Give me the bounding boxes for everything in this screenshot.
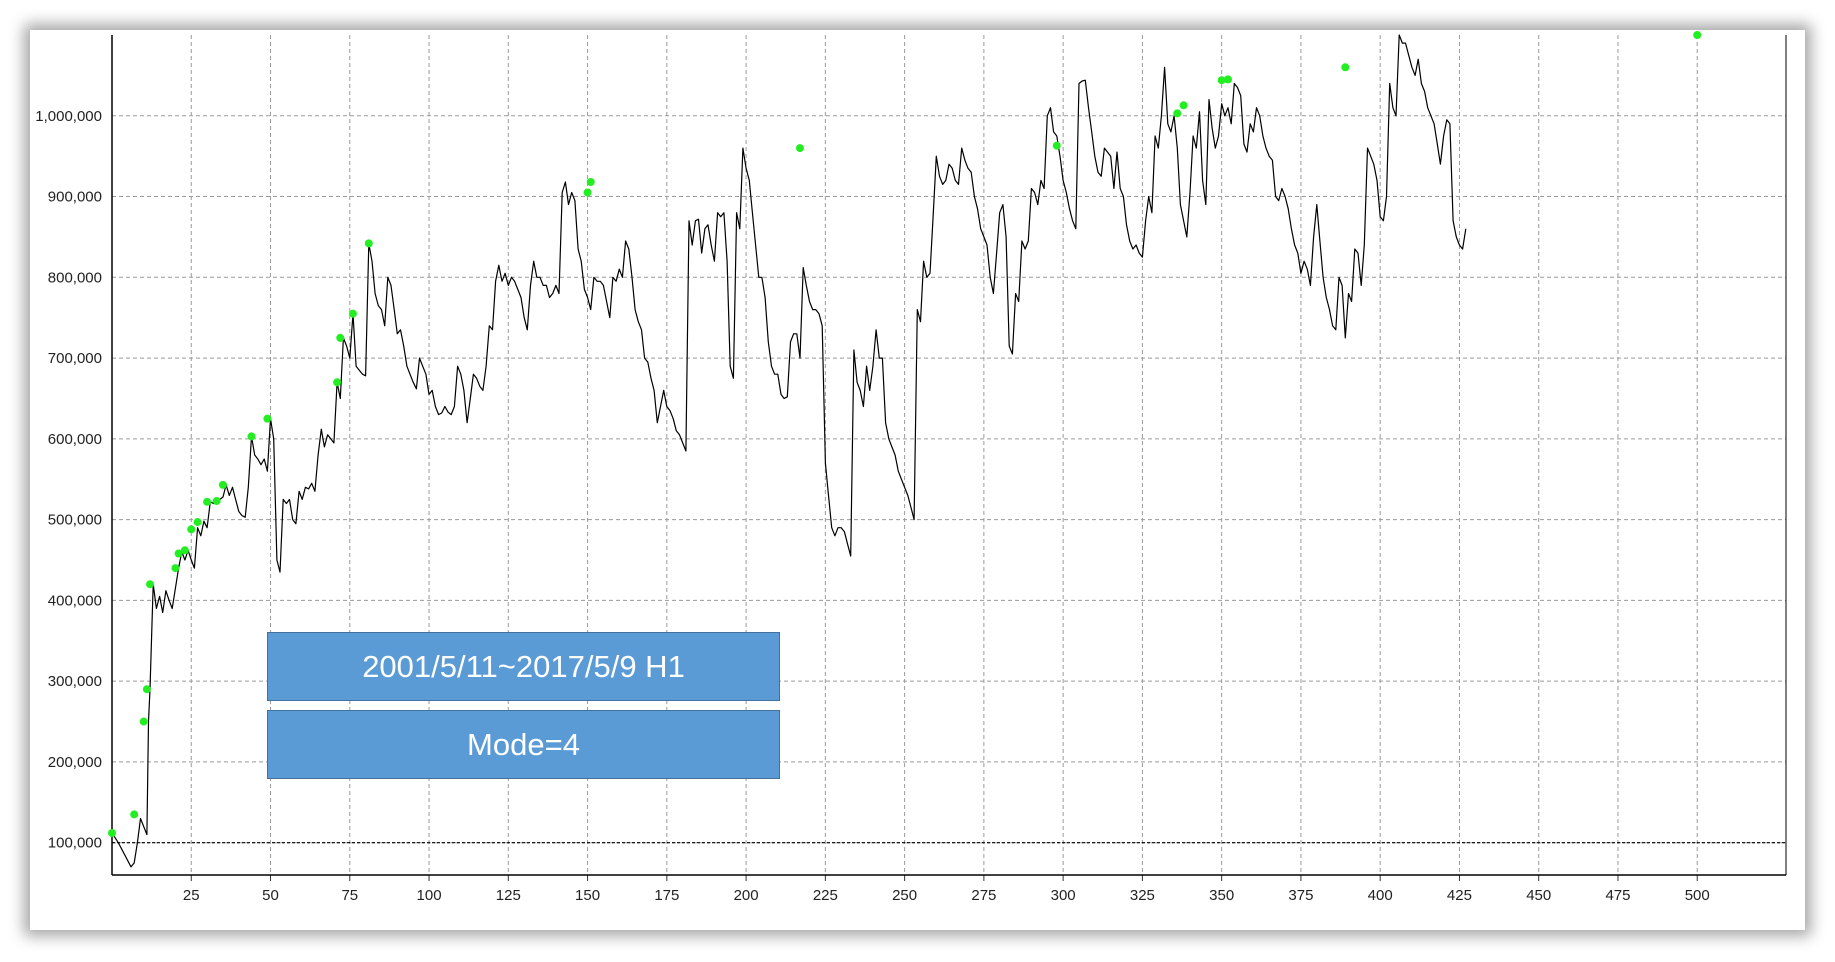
y-tick-label: 100,000 <box>48 835 102 852</box>
highlight-point <box>1173 109 1182 118</box>
highlight-point <box>130 810 139 819</box>
highlight-point <box>348 309 357 318</box>
x-tick-label: 275 <box>971 887 996 904</box>
highlight-markers <box>108 31 1702 837</box>
y-tick-label: 500,000 <box>48 512 102 529</box>
x-tick-label: 375 <box>1288 887 1313 904</box>
x-tick-label: 475 <box>1605 887 1630 904</box>
highlight-point <box>171 564 180 573</box>
highlight-point <box>146 580 155 589</box>
x-tick-label: 350 <box>1209 887 1234 904</box>
highlight-point <box>203 497 212 506</box>
mode-text: Mode=4 <box>467 726 580 762</box>
y-tick-label: 900,000 <box>48 189 102 206</box>
y-tick-label: 800,000 <box>48 269 102 286</box>
x-tick-label: 450 <box>1526 887 1551 904</box>
highlight-point <box>174 549 183 558</box>
highlight-point <box>1052 141 1061 150</box>
y-tick-label: 200,000 <box>48 754 102 771</box>
highlight-point <box>586 178 595 186</box>
highlight-point <box>1341 63 1350 72</box>
date-range-label: 2001/5/11~2017/5/9 H1 <box>267 632 780 701</box>
x-tick-label: 150 <box>575 887 600 904</box>
highlight-point <box>218 480 227 489</box>
y-tick-label: 300,000 <box>48 673 102 690</box>
line-chart: 25 50 75 100 125 150 175 200 225 250 275 300 325 350 3… <box>35 31 1787 904</box>
x-tick-label: 500 <box>1685 887 1710 904</box>
x-tick-label: 125 <box>496 887 521 904</box>
x-tick-label: 400 <box>1368 887 1393 904</box>
x-tick-label: 300 <box>1051 887 1076 904</box>
highlight-point <box>1224 75 1232 84</box>
x-tick-label: 425 <box>1447 887 1472 904</box>
highlight-point <box>142 685 151 694</box>
chart-frame: 25 50 75 100 125 150 175 200 225 250 275 300 325 350 3… <box>30 30 1805 930</box>
highlight-point <box>108 829 116 837</box>
x-tick-label: 25 <box>183 887 200 904</box>
highlight-point <box>583 188 592 197</box>
x-tick-label: 75 <box>341 887 358 904</box>
y-tick-label: 400,000 <box>48 592 102 609</box>
highlight-point <box>212 497 221 506</box>
highlight-point <box>180 546 189 555</box>
highlight-point <box>193 518 202 527</box>
date-range-text: 2001/5/11~2017/5/9 H1 <box>362 648 685 684</box>
x-tick-label: 325 <box>1130 887 1155 904</box>
highlight-point <box>187 525 196 534</box>
highlight-point <box>247 432 256 441</box>
x-tick-label: 225 <box>813 887 838 904</box>
y-tick-label: 700,000 <box>48 350 102 367</box>
highlight-point <box>263 414 272 423</box>
mode-label: Mode=4 <box>267 710 780 779</box>
tick-labels: 25 50 75 100 125 150 175 200 225 250 275 300 325 350 3… <box>35 108 1709 904</box>
x-tick-label: 175 <box>654 887 679 904</box>
series-layer <box>111 34 1467 868</box>
highlight-point <box>1179 101 1188 110</box>
y-tick-label: 1,000,000 <box>35 108 102 125</box>
axes <box>111 35 1787 881</box>
highlight-point <box>139 717 148 726</box>
highlight-point <box>1217 76 1226 85</box>
y-tick-label: 600,000 <box>48 431 102 448</box>
highlight-point <box>795 144 804 153</box>
series-line <box>111 34 1467 868</box>
x-tick-label: 250 <box>892 887 917 904</box>
highlight-point <box>364 239 373 248</box>
highlight-point <box>336 333 345 342</box>
highlight-point <box>333 378 342 387</box>
x-tick-label: 100 <box>417 887 442 904</box>
highlight-point <box>1693 31 1702 39</box>
x-tick-label: 200 <box>734 887 759 904</box>
x-tick-label: 50 <box>262 887 279 904</box>
